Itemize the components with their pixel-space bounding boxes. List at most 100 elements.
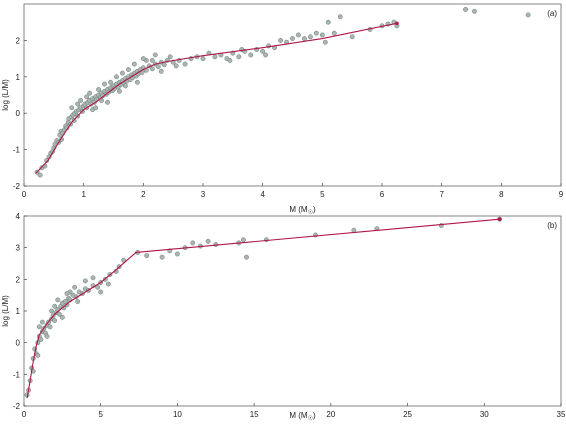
data-point [122, 83, 128, 89]
data-point [161, 62, 167, 68]
data-point [108, 79, 113, 85]
data-point [307, 34, 313, 40]
data-point [174, 251, 180, 257]
x-tick-label: 15 [250, 410, 259, 419]
data-point [301, 36, 307, 42]
y-tick-label: 2 [16, 36, 21, 45]
x-tick-label: 10 [173, 410, 182, 419]
panel-a: 0 1 2 3 4 5 6 7 8 9 -2 -1 0 1 2 (a) M (M☉) log (L/M) [1, 3, 564, 216]
data-point [248, 52, 254, 58]
data-point [190, 240, 196, 246]
plot-frame [23, 3, 562, 187]
x-tick-label: 5 [98, 410, 103, 419]
panel-label: (b) [547, 221, 557, 230]
data-point [322, 39, 328, 45]
data-point [290, 36, 295, 42]
data-point [49, 308, 55, 314]
data-point [227, 57, 233, 63]
data-point [52, 318, 58, 323]
data-point [59, 314, 65, 320]
data-point [236, 54, 242, 60]
data-point [319, 32, 325, 38]
data-point [140, 56, 146, 62]
data-point [55, 297, 61, 303]
data-point [525, 12, 531, 18]
data-point [349, 34, 355, 40]
y-axis-label: log (L/M) [1, 79, 10, 111]
data-point [144, 253, 150, 259]
data-point [134, 79, 140, 85]
data-point [158, 68, 164, 74]
data-point [44, 333, 50, 339]
data-point [64, 291, 70, 297]
data-point [75, 299, 81, 304]
data-point [263, 52, 269, 58]
data-point [131, 61, 137, 67]
x-tick-label: 3 [201, 190, 206, 199]
data-point [37, 172, 43, 178]
x-tick-label: 9 [559, 190, 564, 199]
data-point [149, 57, 155, 63]
data-point [463, 7, 468, 12]
x-tick-label: 25 [403, 410, 412, 419]
y-tick-label: 1 [16, 73, 21, 82]
data-point [313, 30, 319, 36]
data-point [337, 14, 343, 20]
data-point [167, 54, 173, 60]
data-point [205, 238, 211, 244]
data-point [331, 30, 337, 36]
data-point [149, 66, 155, 72]
fit-line-endpoint [497, 217, 502, 221]
data-point [47, 324, 53, 330]
data-point [93, 105, 99, 111]
y-tick-label: 0 [16, 339, 21, 348]
y-tick-label: 3 [16, 244, 21, 253]
data-point [182, 61, 188, 67]
x-axis-label: M (M☉) [289, 411, 316, 422]
y-tick-label: -1 [13, 146, 21, 155]
data-point [87, 90, 93, 96]
data-point [35, 352, 41, 358]
x-tick-label: 0 [22, 410, 27, 419]
data-point [44, 158, 50, 163]
x-tick-label: 5 [320, 190, 325, 199]
data-point [117, 88, 122, 94]
data-point [296, 32, 301, 38]
data-point [36, 324, 42, 330]
x-tick-label: 4 [260, 190, 265, 199]
x-tick-label: 1 [81, 190, 86, 199]
data-point [72, 284, 78, 290]
plot-frame [23, 215, 562, 407]
data-point [200, 56, 206, 62]
data-point [56, 311, 62, 317]
data-point [244, 254, 249, 260]
data-point [52, 303, 58, 309]
data-point [105, 281, 111, 287]
data-point [351, 227, 357, 233]
data-point [69, 105, 75, 111]
panel-label: (a) [547, 9, 557, 18]
data-point [159, 254, 165, 260]
y-tick-label: 1 [16, 307, 21, 316]
x-tick-label: 7 [439, 190, 444, 199]
data-point [155, 64, 161, 70]
data-point [102, 81, 108, 87]
data-point [39, 319, 45, 325]
fit-line [26, 218, 500, 399]
data-point [114, 74, 119, 80]
data-point [212, 54, 218, 60]
y-axis-label: log (L/M) [1, 295, 10, 327]
data-point [82, 278, 88, 284]
data-point [38, 337, 44, 342]
data-point [98, 289, 104, 295]
data-point [95, 284, 101, 290]
x-axis-label-sub: ☉ [308, 209, 313, 216]
x-tick-label: 0 [22, 190, 27, 199]
data-point [105, 99, 110, 105]
x-axis-label-sub: ☉ [308, 415, 313, 422]
data-point [90, 275, 96, 281]
data-point [240, 237, 246, 243]
y-tick-label: -2 [13, 402, 21, 411]
